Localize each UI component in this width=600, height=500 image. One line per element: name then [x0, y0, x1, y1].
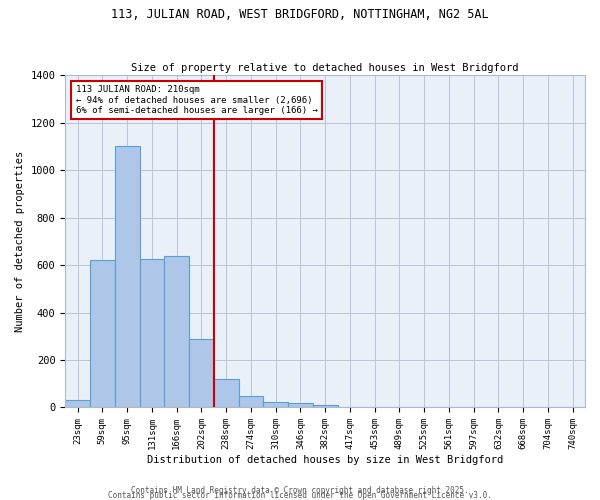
Bar — [164, 256, 189, 408]
Bar — [189, 338, 214, 407]
Bar — [214, 379, 239, 408]
Text: 113 JULIAN ROAD: 210sqm
← 94% of detached houses are smaller (2,696)
6% of semi-: 113 JULIAN ROAD: 210sqm ← 94% of detache… — [76, 85, 317, 115]
Bar — [140, 259, 164, 408]
Title: Size of property relative to detached houses in West Bridgford: Size of property relative to detached ho… — [131, 63, 519, 73]
Bar — [115, 146, 140, 408]
Text: 113, JULIAN ROAD, WEST BRIDGFORD, NOTTINGHAM, NG2 5AL: 113, JULIAN ROAD, WEST BRIDGFORD, NOTTIN… — [111, 8, 489, 20]
Bar — [239, 396, 263, 407]
Bar — [313, 405, 338, 407]
Bar — [288, 402, 313, 407]
Bar — [90, 260, 115, 408]
Y-axis label: Number of detached properties: Number of detached properties — [15, 150, 25, 332]
Text: Contains HM Land Registry data © Crown copyright and database right 2025.: Contains HM Land Registry data © Crown c… — [131, 486, 469, 495]
Bar — [65, 400, 90, 407]
Text: Contains public sector information licensed under the Open Government Licence v3: Contains public sector information licen… — [108, 490, 492, 500]
X-axis label: Distribution of detached houses by size in West Bridgford: Distribution of detached houses by size … — [147, 455, 503, 465]
Bar — [263, 402, 288, 407]
